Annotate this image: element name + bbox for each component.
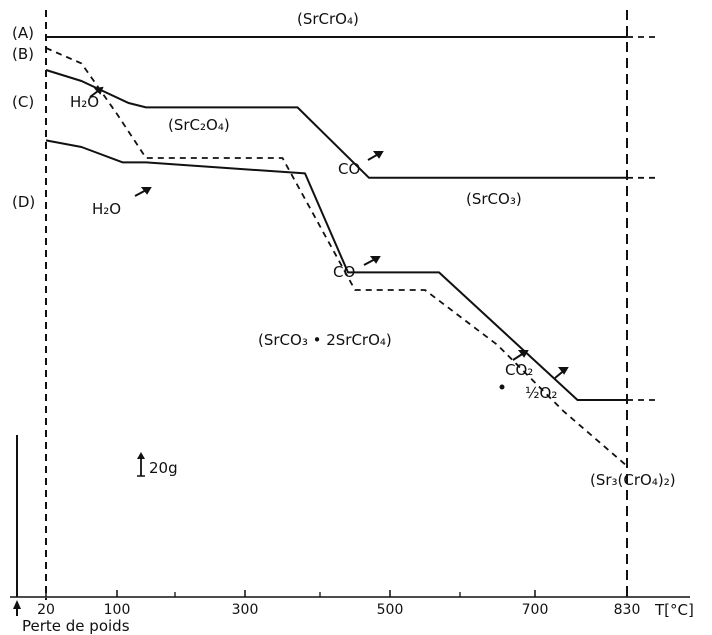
series-c-curve (45, 69, 627, 179)
series-label-c: (C) (12, 93, 34, 111)
x-tick-label: 500 (377, 602, 404, 618)
annot-co2: CO₂ (505, 361, 533, 379)
annot-sr3: (Sr₃(CrO₄)₂) (590, 471, 676, 489)
series-label-b: (B) (12, 45, 34, 63)
annot-h2o-c: H₂O (70, 93, 99, 111)
annot-srcro4: (SrCrO₄) (297, 10, 359, 28)
weight-loss-arrow (13, 600, 21, 609)
annot-mixed: (SrCO₃ • 2SrCrO₄) (258, 331, 392, 349)
series-d-curve (45, 139, 627, 401)
annot-co-d: CO (333, 263, 355, 281)
x-tick-label: 700 (522, 602, 549, 618)
series-label-d: (D) (12, 193, 35, 211)
scale-bar-label: 20g (149, 459, 178, 477)
x-tick-label: 20 (37, 602, 55, 618)
annot-h2o-d: H₂O (92, 200, 121, 218)
series-layer (45, 36, 660, 467)
gas-arrows (89, 86, 569, 379)
weight-axis-label: Perte de poids (22, 617, 130, 635)
curve-marker-dot (499, 384, 505, 390)
x-tick-label: 830 (614, 602, 641, 618)
annot-co-c: CO (338, 160, 360, 178)
annot-half-o2: ½O₂ (525, 384, 557, 402)
x-tick-label: 100 (104, 602, 131, 618)
x-ticks (45, 590, 628, 597)
annot-src2o4: (SrC₂O₄) (168, 116, 230, 134)
x-tick-label: 300 (232, 602, 259, 618)
series-label-a: (A) (12, 24, 34, 42)
x-tick-labels: 20 100 300 500 700 830 (37, 602, 640, 618)
series-b-curve (45, 47, 628, 467)
annot-srco3: (SrCO₃) (466, 190, 522, 208)
x-axis-label: T[°C] (654, 601, 694, 619)
